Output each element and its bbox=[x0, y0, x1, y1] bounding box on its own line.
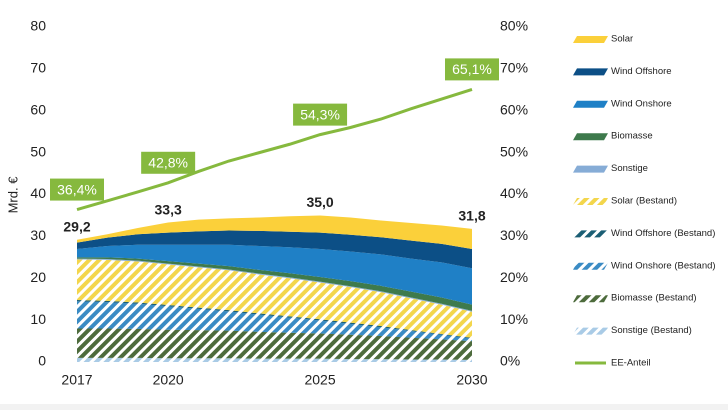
y2-tick-label: 0% bbox=[500, 353, 520, 369]
legend-label: Sonstige bbox=[611, 163, 648, 174]
legend-swatch bbox=[573, 327, 608, 335]
legend-label: Solar bbox=[611, 34, 633, 45]
legend-swatch bbox=[573, 133, 608, 141]
line bbox=[76, 87, 473, 212]
y2-tick-label: 40% bbox=[500, 185, 528, 201]
area bbox=[77, 259, 472, 338]
y2-tick-label: 60% bbox=[500, 101, 528, 117]
y2-tick-label: 50% bbox=[500, 143, 528, 159]
legend-swatch bbox=[573, 36, 608, 43]
legend-item: EE-Anteil bbox=[575, 358, 651, 369]
legend-swatch bbox=[573, 198, 608, 205]
legend-swatch bbox=[573, 295, 608, 303]
total-label: 31,8 bbox=[458, 208, 485, 224]
legend-item: Wind Offshore bbox=[573, 66, 672, 77]
x-tick-label: 2020 bbox=[153, 372, 184, 388]
legend-item: Solar bbox=[573, 34, 633, 45]
value-label-box bbox=[445, 58, 499, 81]
y-axis-label: Mrd. € bbox=[5, 176, 20, 214]
area bbox=[77, 230, 472, 269]
legend-item: Biomasse (Bestand) bbox=[573, 293, 697, 304]
y-tick-label: 10 bbox=[30, 311, 46, 327]
legend-item: Wind Onshore bbox=[573, 98, 672, 109]
value-label: 42,8% bbox=[148, 154, 188, 170]
legend-item: Wind Onshore (Bestand) bbox=[573, 260, 716, 271]
legend-label: Sonstige (Bestand) bbox=[611, 325, 692, 336]
legend-swatch bbox=[573, 68, 608, 76]
area bbox=[77, 301, 472, 342]
value-label: 54,3% bbox=[300, 106, 340, 122]
legend-label: EE-Anteil bbox=[611, 358, 651, 369]
legend-label: Wind Offshore (Bestand) bbox=[611, 228, 715, 239]
value-label-box bbox=[141, 151, 196, 174]
area bbox=[77, 244, 472, 305]
total-label: 35,0 bbox=[306, 194, 333, 210]
legend-label: Biomasse bbox=[611, 131, 653, 142]
y-tick-label: 20 bbox=[30, 269, 46, 285]
y2-tick-label: 20% bbox=[500, 269, 528, 285]
y-tick-label: 30 bbox=[30, 227, 46, 243]
y2-tick-label: 30% bbox=[500, 227, 528, 243]
area bbox=[77, 215, 472, 249]
total-label: 33,3 bbox=[155, 201, 182, 217]
legend-item: Biomasse bbox=[573, 131, 653, 142]
legend-swatch bbox=[573, 262, 608, 270]
y-tick-label: 60 bbox=[30, 101, 46, 117]
x-tick-label: 2025 bbox=[304, 372, 335, 388]
value-label-box bbox=[50, 178, 104, 201]
legend-item: Solar (Bestand) bbox=[573, 196, 677, 207]
y-tick-label: 80 bbox=[30, 18, 46, 34]
legend-label: Solar (Bestand) bbox=[611, 196, 677, 207]
y-tick-label: 50 bbox=[30, 143, 46, 159]
legend-swatch bbox=[573, 100, 608, 108]
legend-label: Biomasse (Bestand) bbox=[611, 293, 697, 304]
y2-tick-label: 10% bbox=[500, 311, 528, 327]
legend-item: Sonstige (Bestand) bbox=[573, 325, 692, 336]
legend-label: Wind Offshore bbox=[611, 66, 672, 77]
total-label: 29,2 bbox=[63, 218, 90, 234]
x-tick-label: 2030 bbox=[456, 372, 487, 388]
value-label-box bbox=[293, 103, 348, 126]
y2-tick-label: 80% bbox=[500, 18, 528, 34]
legend-label: Wind Onshore bbox=[611, 98, 672, 109]
value-label: 65,1% bbox=[452, 61, 492, 77]
value-label: 36,4% bbox=[57, 181, 97, 197]
legend-swatch bbox=[573, 165, 608, 173]
legend-label: Wind Onshore (Bestand) bbox=[611, 260, 716, 271]
area bbox=[77, 328, 472, 360]
y-tick-label: 70 bbox=[30, 60, 46, 76]
legend-item: Sonstige bbox=[573, 163, 648, 174]
area bbox=[77, 357, 472, 362]
x-tick-label: 2017 bbox=[61, 372, 92, 388]
y-tick-label: 40 bbox=[30, 185, 46, 201]
y-tick-label: 0 bbox=[38, 353, 46, 369]
legend-item: Wind Offshore (Bestand) bbox=[573, 228, 715, 239]
y2-tick-label: 70% bbox=[500, 60, 528, 76]
legend-swatch bbox=[573, 230, 608, 238]
